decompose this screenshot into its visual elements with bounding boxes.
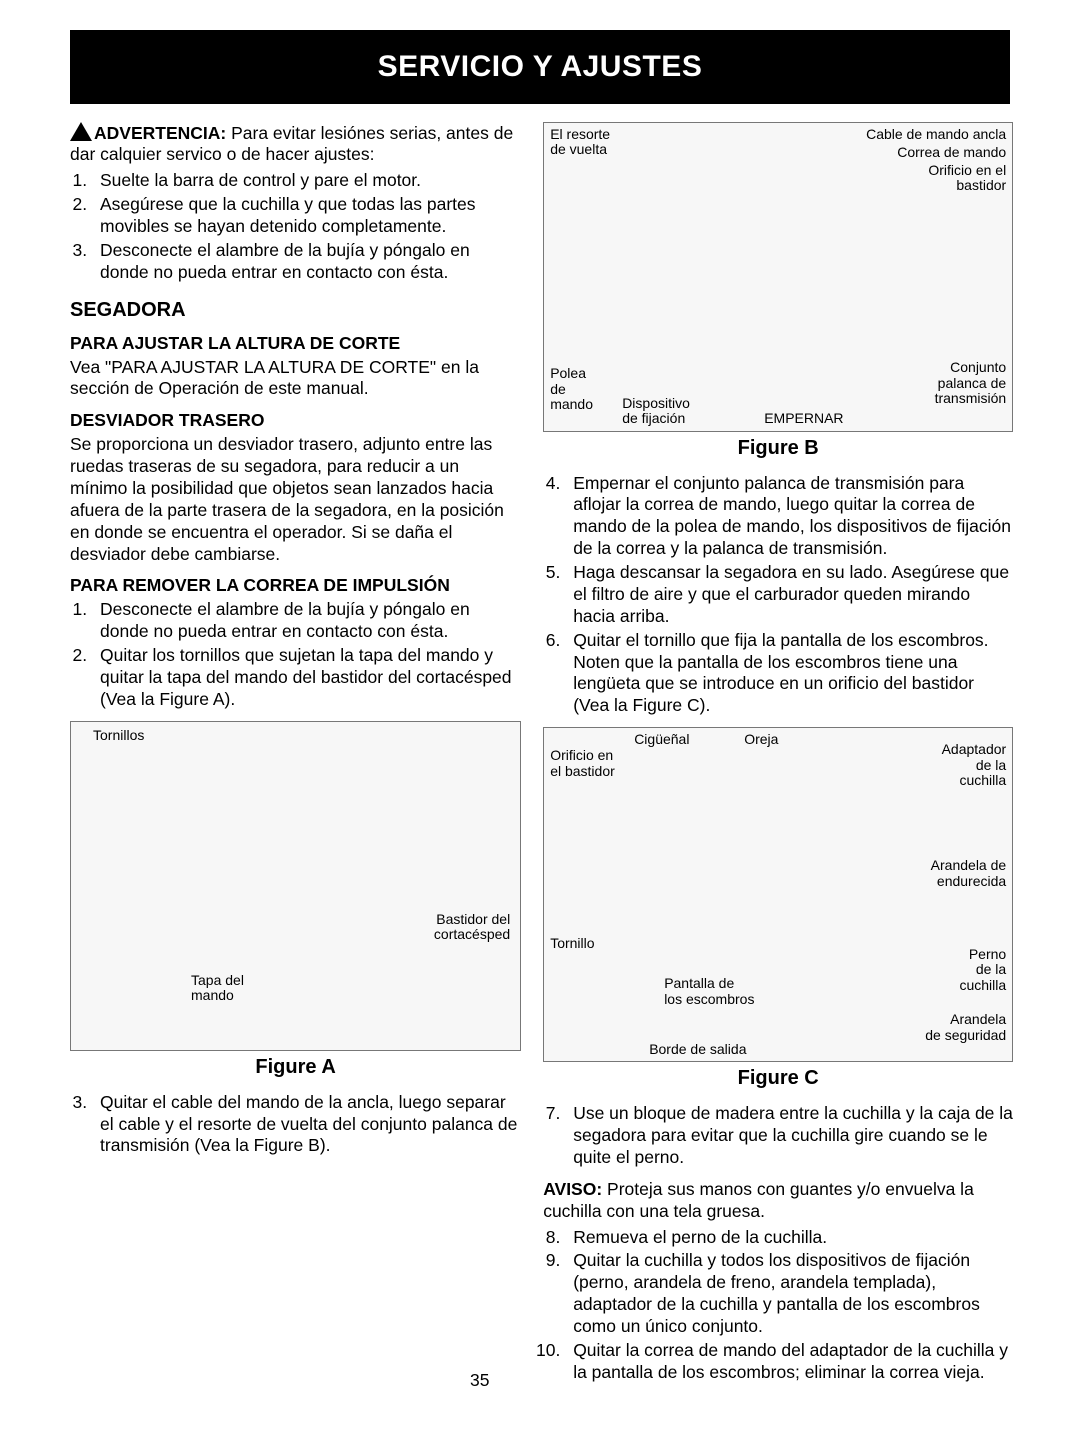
figure-c-illustration: Cigüeñal Oreja Orificio en el bastidor A… — [543, 727, 1013, 1062]
desviador-heading: DESVIADOR TRASERO — [70, 410, 521, 432]
list-item: Desconecte el alambre de la bujía y póng… — [92, 240, 521, 284]
aviso-label: AVISO: — [543, 1179, 602, 1199]
altura-heading: PARA AJUSTAR LA ALTURA DE CORTE — [70, 333, 521, 355]
list-item: Use un bloque de madera entre la cuchill… — [565, 1103, 1013, 1169]
fig-label-perno: Perno de la cuchilla — [959, 947, 1006, 993]
step-7: Use un bloque de madera entre la cuchill… — [543, 1103, 1013, 1169]
fig-label-orificio2: Orificio en el bastidor — [550, 748, 615, 779]
fig-label-ciguenal: Cigüeñal — [634, 732, 689, 747]
list-item: Suelte la barra de control y pare el mot… — [92, 170, 521, 192]
figure-c-labels: Cigüeñal Oreja Orificio en el bastidor A… — [544, 728, 1012, 1061]
fig-label-polea: Polea de mando — [550, 366, 593, 412]
list-item: Desconecte el alambre de la bujía y póng… — [92, 599, 521, 643]
fig-label-empernar: EMPERNAR — [764, 411, 843, 426]
fig-label-orificio: Orificio en el bastidor — [928, 163, 1006, 194]
steps-8-10: Remueva el perno de la cuchilla. Quitar … — [543, 1227, 1013, 1384]
warning-label: ADVERTENCIA: — [94, 123, 226, 143]
figure-b-illustration: El resorte de vuelta Cable de mando ancl… — [543, 122, 1013, 432]
list-item: Haga descansar la segadora en su lado. A… — [565, 562, 1013, 628]
segadora-heading: SEGADORA — [70, 298, 521, 323]
remover-step-3: Quitar el cable del mando de la ancla, l… — [70, 1092, 521, 1158]
list-item: Quitar los tornillos que sujetan la tapa… — [92, 645, 521, 711]
remover-steps-1-2: Desconecte el alambre de la bujía y póng… — [70, 599, 521, 710]
fig-label-tornillos: Tornillos — [93, 728, 144, 743]
aviso-text: Proteja sus manos con guantes y/o envuel… — [543, 1179, 974, 1221]
list-item: Quitar la correa de mando del adaptador … — [565, 1340, 1013, 1384]
figure-a-caption: Figure A — [70, 1055, 521, 1080]
remover-heading: PARA REMOVER LA CORREA DE IMPULSIÓN — [70, 575, 521, 597]
warning-steps: Suelte la barra de control y pare el mot… — [70, 170, 521, 283]
steps-4-6: Empernar el conjunto palanca de transmis… — [543, 473, 1013, 718]
warning-paragraph: ADVERTENCIA: Para evitar lesiónes serias… — [70, 122, 521, 167]
figure-c-caption: Figure C — [543, 1066, 1013, 1091]
list-item: Quitar el tornillo que fija la pantalla … — [565, 630, 1013, 718]
fig-label-tapa: Tapa del mando — [191, 973, 244, 1004]
figure-a-illustration: Tornillos Tapa del mando Bastidor del co… — [70, 721, 521, 1051]
figure-b-labels: El resorte de vuelta Cable de mando ancl… — [544, 123, 1012, 431]
page-number: 35 — [470, 1370, 489, 1392]
fig-label-oreja: Oreja — [744, 732, 778, 747]
figure-b-caption: Figure B — [543, 436, 1013, 461]
two-column-layout: ADVERTENCIA: Para evitar lesiónes serias… — [70, 122, 1010, 1394]
warning-triangle-icon — [70, 123, 94, 143]
fig-label-resorte: El resorte de vuelta — [550, 127, 610, 158]
list-item: Quitar el cable del mando de la ancla, l… — [92, 1092, 521, 1158]
fig-label-borde: Borde de salida — [649, 1042, 746, 1057]
fig-label-pantalla: Pantalla de los escombros — [664, 976, 754, 1007]
list-item: Quitar la cuchilla y todos los dispositi… — [565, 1250, 1013, 1338]
fig-label-tornillo: Tornillo — [550, 936, 594, 951]
fig-label-cable: Cable de mando ancla — [866, 127, 1006, 142]
list-item: Asegúrese que la cuchilla y que todas la… — [92, 194, 521, 238]
figure-a-labels: Tornillos Tapa del mando Bastidor del co… — [71, 722, 520, 1050]
list-item: Empernar el conjunto palanca de transmis… — [565, 473, 1013, 561]
fig-label-adaptador: Adaptador de la cuchilla — [942, 742, 1007, 788]
right-column: El resorte de vuelta Cable de mando ancl… — [543, 122, 1013, 1394]
fig-label-arandela-seg: Arandela de seguridad — [925, 1012, 1006, 1043]
altura-paragraph: Vea "PARA AJUSTAR LA ALTURA DE CORTE" en… — [70, 357, 521, 401]
fig-label-conjunto: Conjunto palanca de transmisión — [935, 360, 1007, 406]
list-item: Remueva el perno de la cuchilla. — [565, 1227, 1013, 1249]
fig-label-arandela-end: Arandela de endurecida — [931, 858, 1007, 889]
left-column: ADVERTENCIA: Para evitar lesiónes serias… — [70, 122, 521, 1394]
desviador-paragraph: Se proporciona un desviador trasero, adj… — [70, 434, 521, 565]
fig-label-correa: Correa de mando — [897, 145, 1006, 160]
fig-label-bastidor: Bastidor del cortacésped — [434, 912, 510, 943]
section-banner: SERVICIO Y AJUSTES — [70, 30, 1010, 104]
aviso-paragraph: AVISO: Proteja sus manos con guantes y/o… — [543, 1179, 1013, 1223]
fig-label-dispositivo: Dispositivo de fijación — [622, 396, 690, 427]
